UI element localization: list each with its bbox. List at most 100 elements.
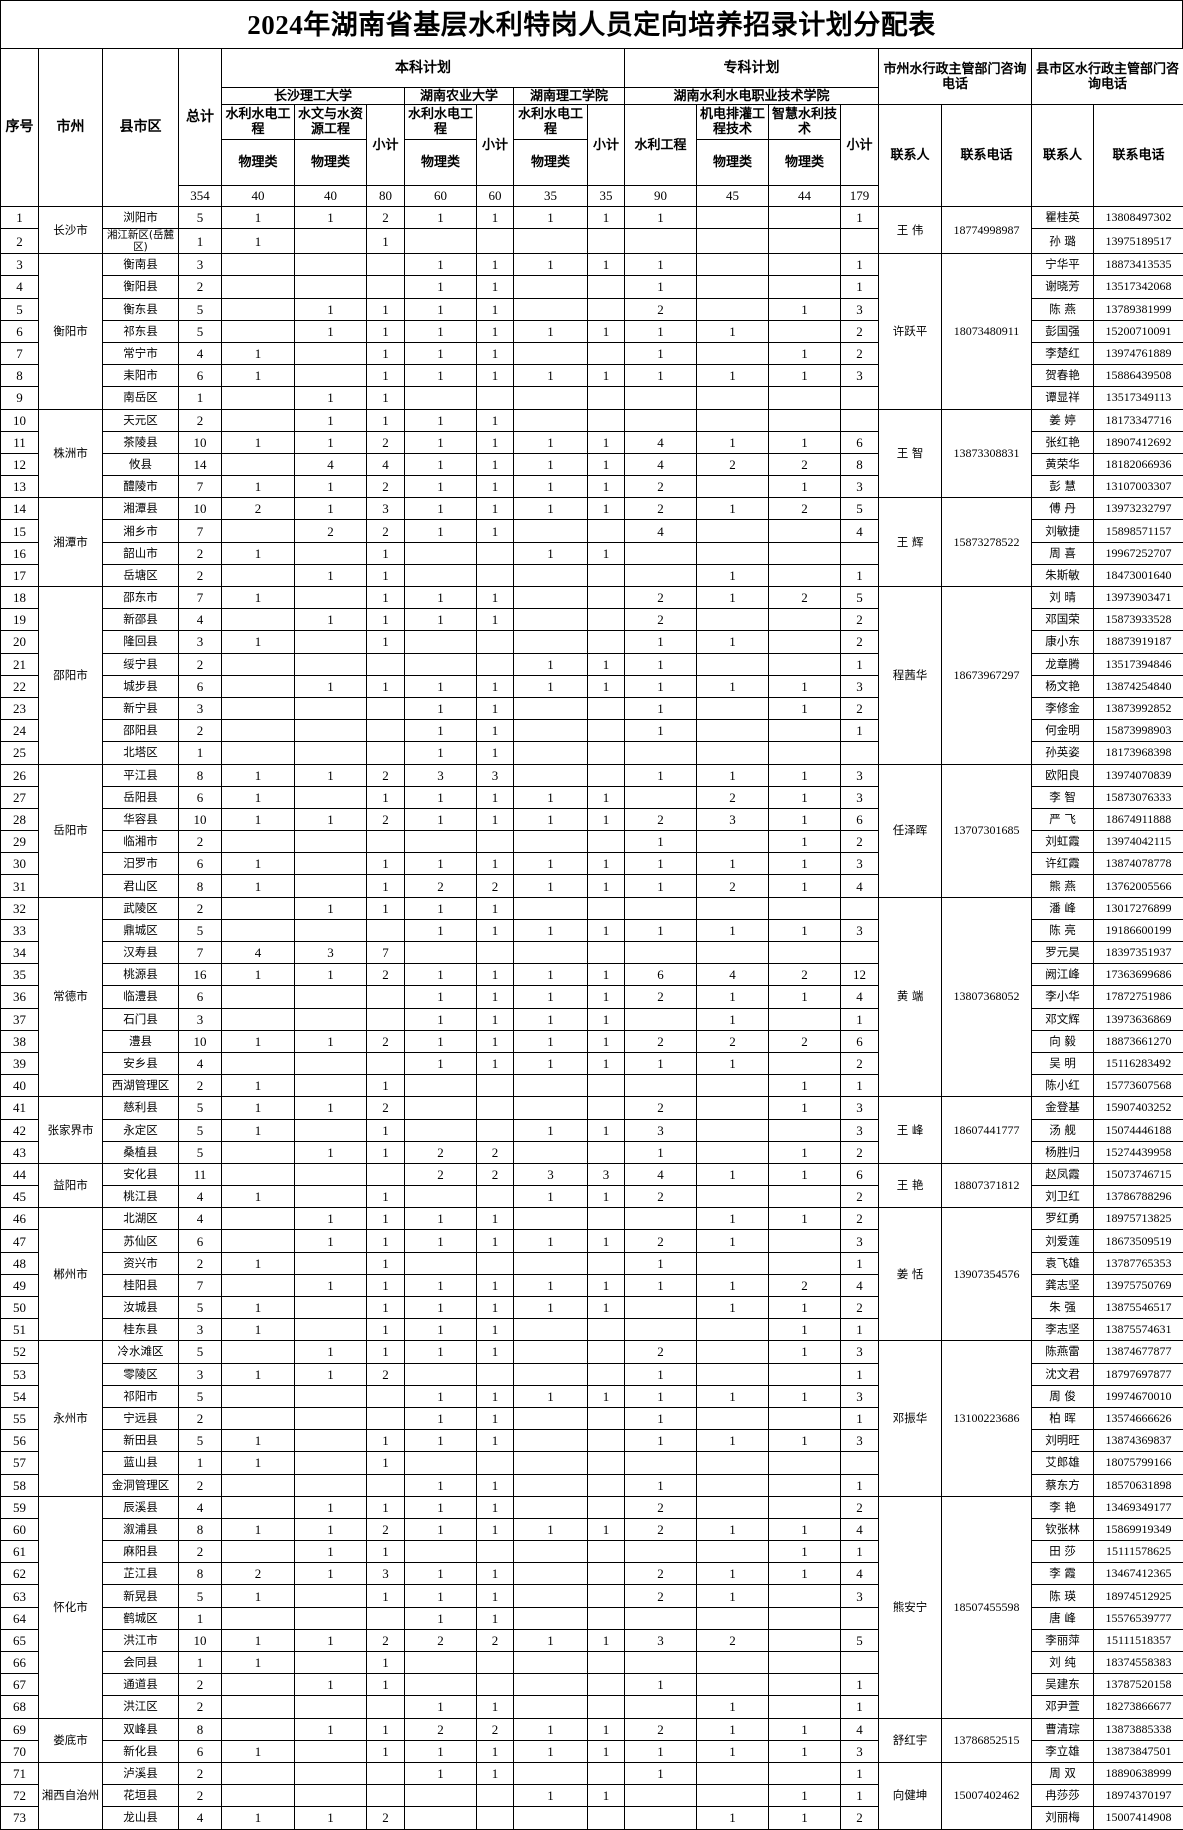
quota-cell: 1 [514, 1629, 588, 1651]
county-total: 10 [179, 808, 222, 830]
quota-cell: 4 [841, 1718, 879, 1740]
county-name: 洪江区 [103, 1696, 179, 1718]
quota-cell: 3 [841, 675, 879, 697]
quota-cell: 1 [841, 1252, 879, 1274]
quota-cell [477, 1119, 514, 1141]
row-seq: 57 [1, 1452, 39, 1474]
county-contact-phone: 18182066936 [1094, 453, 1183, 475]
quota-cell [405, 1252, 477, 1274]
row-seq: 12 [1, 453, 39, 475]
quota-cell: 1 [514, 207, 588, 229]
quota-cell [514, 942, 588, 964]
county-name: 通道县 [103, 1674, 179, 1696]
quota-cell: 2 [405, 1141, 477, 1163]
quota-cell: 1 [625, 631, 697, 653]
quota-cell [697, 1186, 769, 1208]
quota-cell [405, 1541, 477, 1563]
quota-cell: 1 [295, 1208, 367, 1230]
quota-cell [625, 1297, 697, 1319]
county-name: 永定区 [103, 1119, 179, 1141]
quota-cell [514, 229, 588, 254]
county-contact-phone: 15873076333 [1094, 786, 1183, 808]
quota-cell: 1 [625, 1385, 697, 1407]
quota-cell: 1 [222, 808, 295, 830]
county-contact-name: 李小华 [1032, 986, 1094, 1008]
row-seq: 25 [1, 742, 39, 764]
quota-cell: 2 [367, 1363, 405, 1385]
quota-cell: 1 [367, 1452, 405, 1474]
quota-cell [405, 1097, 477, 1119]
quota-cell: 1 [625, 675, 697, 697]
county-contact-name: 阙江峰 [1032, 964, 1094, 986]
quota-cell: 1 [769, 919, 841, 941]
quota-cell [295, 986, 367, 1008]
quota-cell: 1 [405, 919, 477, 941]
county-contact-name: 邓国荣 [1032, 609, 1094, 631]
county-contact-name: 谢晓芳 [1032, 276, 1094, 298]
county-contact-name: 刘明旺 [1032, 1430, 1094, 1452]
county-contact-name: 李 艳 [1032, 1496, 1094, 1518]
county-contact-phone: 19967252707 [1094, 542, 1183, 564]
county-name: 汨罗市 [103, 853, 179, 875]
quota-cell [222, 720, 295, 742]
quota-cell: 3 [841, 1097, 879, 1119]
quota-cell [295, 229, 367, 254]
quota-cell [295, 542, 367, 564]
quota-cell [697, 1097, 769, 1119]
grand-total: 354 [179, 186, 222, 207]
quota-cell: 1 [405, 587, 477, 609]
quota-cell [588, 342, 625, 364]
row-seq: 68 [1, 1696, 39, 1718]
quota-cell [769, 897, 841, 919]
quota-cell: 1 [295, 1363, 367, 1385]
quota-cell: 1 [697, 1518, 769, 1540]
county-name: 资兴市 [103, 1252, 179, 1274]
quota-cell [625, 786, 697, 808]
county-name: 洪江市 [103, 1629, 179, 1651]
quota-cell: 1 [222, 1075, 295, 1097]
quota-cell: 4 [625, 431, 697, 453]
header-subtotal: 小计 [367, 105, 405, 186]
quota-cell: 1 [514, 365, 588, 387]
quota-cell: 1 [588, 1629, 625, 1651]
quota-cell: 1 [222, 875, 295, 897]
quota-cell [697, 1785, 769, 1807]
quota-cell: 1 [367, 897, 405, 919]
quota-cell: 2 [769, 964, 841, 986]
quota-cell: 1 [769, 1740, 841, 1762]
quota-cell: 3 [841, 1230, 879, 1252]
quota-cell [367, 653, 405, 675]
county-contact-name: 吴建东 [1032, 1674, 1094, 1696]
quota-cell: 1 [477, 476, 514, 498]
county-contact-phone: 18873413535 [1094, 254, 1183, 276]
header-county-phone: 联系电话 [1094, 105, 1183, 207]
quota-cell: 2 [367, 964, 405, 986]
quota-cell [514, 1541, 588, 1563]
city-name: 永州市 [39, 1341, 103, 1496]
county-contact-name: 钦张林 [1032, 1518, 1094, 1540]
quota-cell: 1 [405, 897, 477, 919]
city-contact-name: 姜 恬 [879, 1208, 942, 1341]
quota-cell: 6 [625, 964, 697, 986]
quota-cell: 1 [697, 764, 769, 786]
quota-cell: 1 [367, 1119, 405, 1141]
quota-cell [625, 897, 697, 919]
county-name: 耒阳市 [103, 365, 179, 387]
quota-cell: 12 [841, 964, 879, 986]
county-contact-phone: 13873885338 [1094, 1718, 1183, 1740]
county-name: 会同县 [103, 1652, 179, 1674]
quota-cell [367, 720, 405, 742]
county-contact-phone: 18674911888 [1094, 808, 1183, 830]
county-name: 天元区 [103, 409, 179, 431]
quota-cell [514, 1252, 588, 1274]
quota-cell [841, 1652, 879, 1674]
county-contact-phone: 13787765353 [1094, 1252, 1183, 1274]
county-contact-name: 罗元昊 [1032, 942, 1094, 964]
quota-cell: 2 [769, 1030, 841, 1052]
city-contact-phone: 18607441777 [942, 1097, 1032, 1164]
county-contact-phone: 13574666626 [1094, 1407, 1183, 1429]
